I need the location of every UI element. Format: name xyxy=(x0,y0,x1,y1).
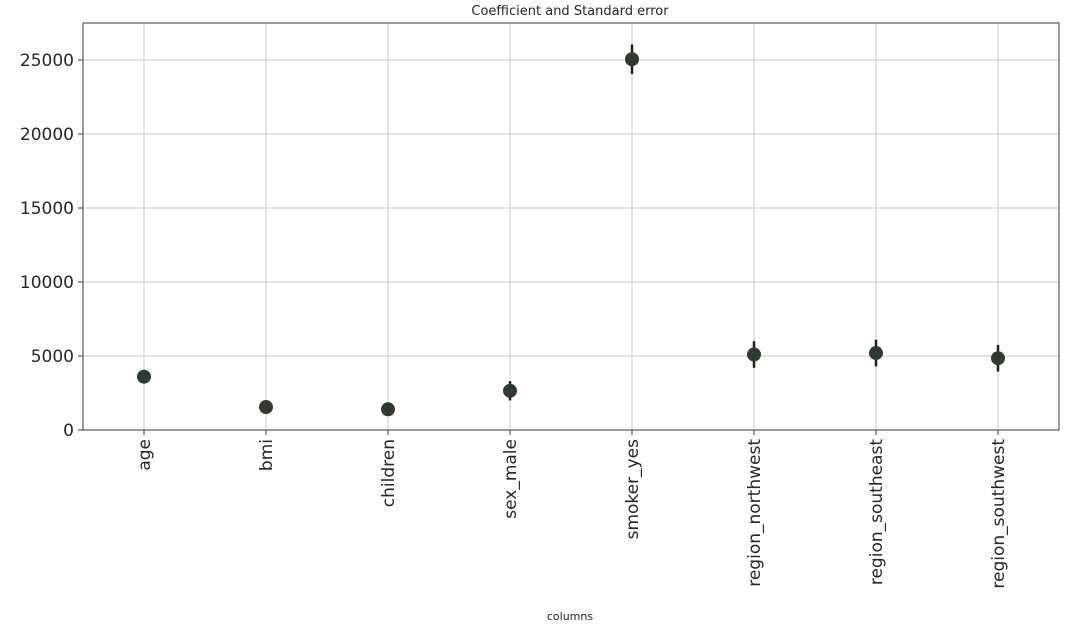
y-tick-label: 25000 xyxy=(20,51,74,71)
point-bmi xyxy=(259,400,273,415)
y-tick-label: 15000 xyxy=(20,199,74,219)
point-region-southwest xyxy=(991,351,1005,366)
point-children xyxy=(381,402,395,417)
x-tick-label-children: children xyxy=(379,439,399,507)
point-smoker-yes xyxy=(625,52,639,67)
plot-frame xyxy=(82,22,1060,431)
x-tick-label-region-southwest: region_southwest xyxy=(989,439,1009,589)
x-axis: age bmi children sex_male smoker_yes region_n… xyxy=(135,430,1009,589)
y-axis: 0 5000 10000 15000 20000 25000 xyxy=(20,51,83,441)
y-tick-label: 20000 xyxy=(20,125,74,145)
x-tick-label-region-southeast: region_southeast xyxy=(867,439,887,585)
point-age xyxy=(137,369,151,384)
chart-title: Coefficient and Standard error xyxy=(471,4,669,19)
point-region-southeast xyxy=(869,346,883,361)
marks-layer xyxy=(137,44,1005,417)
y-tick-label: 5000 xyxy=(31,347,74,367)
x-axis-label: columns xyxy=(547,610,593,623)
x-tick-label-region-northwest: region_northwest xyxy=(745,439,765,587)
grid-layer xyxy=(83,23,1059,431)
x-tick-label-bmi: bmi xyxy=(257,439,277,471)
point-region-northwest xyxy=(747,347,761,362)
y-tick-label: 0 xyxy=(63,421,74,441)
x-tick-label-sex-male: sex_male xyxy=(501,439,521,519)
y-tick-label: 10000 xyxy=(20,273,74,293)
x-tick-label-smoker-yes: smoker_yes xyxy=(623,439,643,540)
point-sex-male xyxy=(503,383,517,398)
x-tick-label-age: age xyxy=(135,439,155,471)
